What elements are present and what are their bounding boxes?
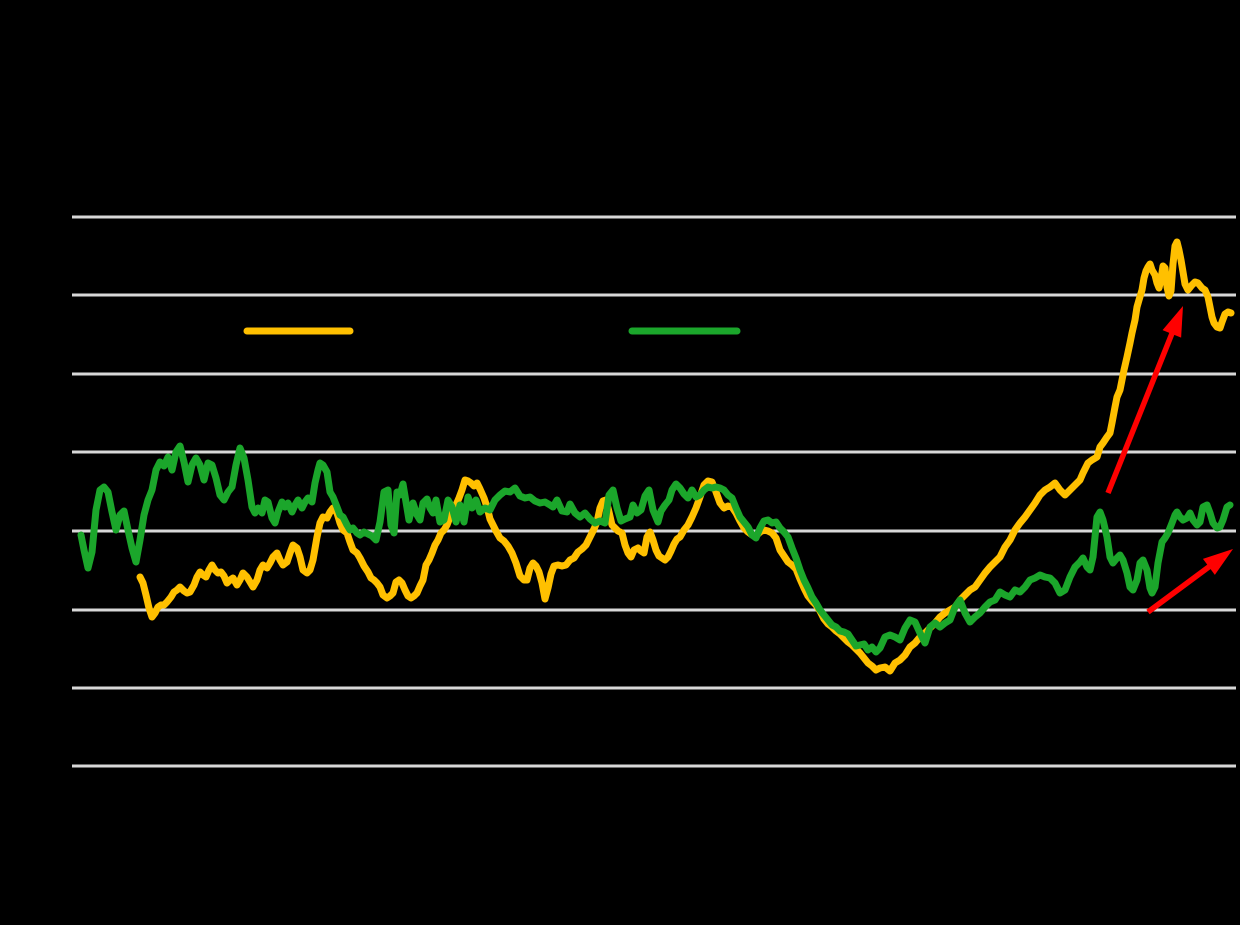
trend-arrow-green <box>1146 549 1233 615</box>
series-lines <box>77 238 1235 675</box>
trend-arrow-yellow-head <box>1162 306 1183 338</box>
trend-arrow-yellow-shaft <box>1105 329 1176 495</box>
series-green-line <box>77 442 1234 656</box>
annotation-arrows <box>1105 306 1233 615</box>
gridlines <box>72 215 1236 768</box>
trend-arrow-green-shaft <box>1146 562 1214 615</box>
trend-arrow-green-head <box>1202 549 1233 575</box>
series-yellow-line <box>136 238 1235 675</box>
trend-arrow-yellow <box>1105 306 1183 495</box>
